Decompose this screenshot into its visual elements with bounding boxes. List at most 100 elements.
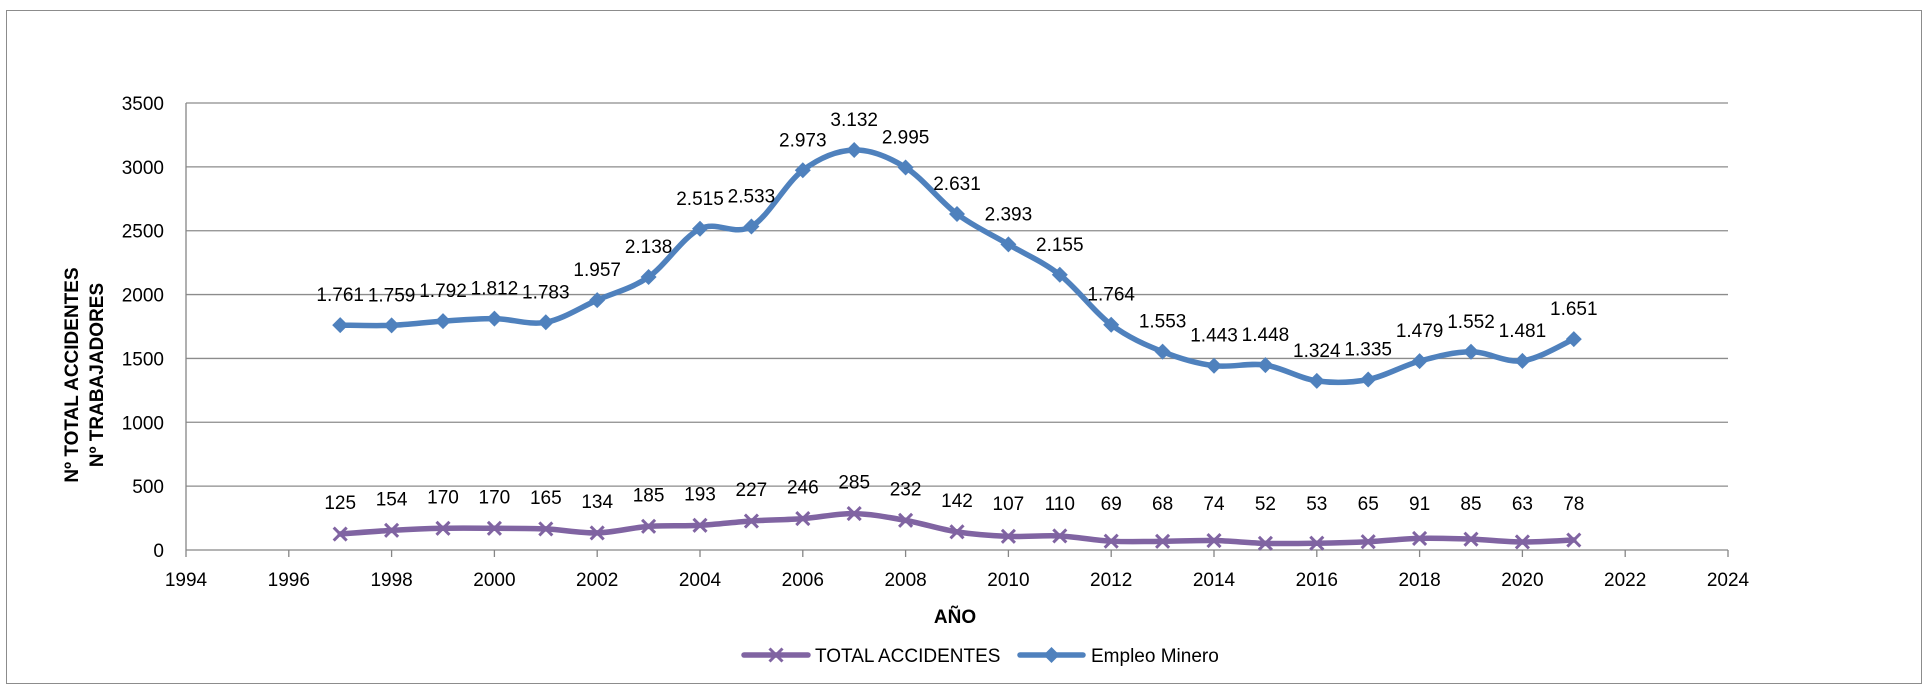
point-empleo — [332, 317, 349, 334]
point-empleo — [1463, 343, 1479, 360]
point-empleo — [1000, 236, 1017, 253]
point-mark — [486, 520, 502, 536]
data-label-empleo: 1.324 — [1293, 341, 1341, 362]
point-mark — [1514, 534, 1530, 550]
data-label-empleo: 1.783 — [522, 282, 570, 303]
point-accidentes — [538, 521, 554, 537]
point-mark — [641, 518, 657, 534]
y-tick-label: 2500 — [122, 222, 164, 243]
point-accidentes — [1463, 531, 1479, 547]
x-axis-title: AÑO — [934, 606, 976, 628]
data-label-empleo: 1.764 — [1087, 285, 1135, 306]
data-label-empleo: 1.448 — [1242, 325, 1290, 346]
data-label-empleo: 1.761 — [316, 285, 364, 306]
x-tick-label: 2024 — [1707, 570, 1750, 591]
data-label-accidentes: 227 — [736, 480, 768, 501]
point-accidentes — [1155, 533, 1171, 549]
point-mark — [1052, 528, 1068, 544]
point-accidentes — [1412, 530, 1428, 546]
point-accidentes — [1206, 532, 1222, 549]
point-mark — [538, 521, 554, 537]
data-label-empleo: 1.443 — [1190, 326, 1238, 347]
point-empleo — [1360, 371, 1377, 388]
x-tick-label: 2010 — [987, 570, 1029, 591]
point-mark — [384, 522, 400, 538]
y-axis: 0 500 1000 1500 2000 2500 3000 3500 — [122, 94, 187, 562]
point-mark — [589, 525, 605, 541]
point-mark — [949, 524, 965, 540]
data-label-accidentes: 185 — [633, 485, 665, 506]
y-tick-label: 2000 — [122, 286, 164, 307]
point-empleo — [640, 268, 657, 285]
point-accidentes — [898, 512, 914, 528]
point-mark — [1412, 530, 1428, 546]
data-label-empleo: 2.515 — [676, 189, 724, 210]
x-tick-label: 2014 — [1193, 570, 1236, 591]
data-label-empleo: 2.533 — [728, 186, 776, 207]
y-tick-label: 500 — [132, 477, 164, 498]
series-line-accidentes — [337, 510, 1577, 547]
x-tick-label: 2012 — [1090, 570, 1132, 591]
data-label-accidentes: 69 — [1101, 494, 1122, 515]
chart-frame — [6, 10, 1922, 684]
data-label-empleo: 1.759 — [368, 285, 416, 306]
point-empleo — [1308, 372, 1325, 389]
series-group — [332, 141, 1582, 551]
point-mark — [1463, 531, 1479, 547]
legend-item-accidentes: TOTAL ACCIDENTES — [741, 646, 1000, 667]
point-empleo — [743, 218, 760, 235]
legend-label: Empleo Minero — [1091, 646, 1219, 667]
point-accidentes — [332, 526, 348, 542]
data-label-empleo: 2.973 — [779, 130, 827, 151]
data-label-empleo: 1.812 — [471, 279, 519, 300]
point-empleo — [949, 205, 965, 222]
point-empleo — [1411, 353, 1428, 370]
data-label-accidentes: 68 — [1152, 494, 1173, 515]
point-accidentes — [1309, 535, 1325, 551]
legend-marker — [1043, 647, 1060, 663]
point-mark — [1257, 535, 1273, 551]
data-label-accidentes: 65 — [1358, 494, 1379, 515]
data-label-empleo: 1.552 — [1447, 312, 1495, 333]
data-label-empleo: 1.335 — [1344, 340, 1392, 361]
point-empleo — [589, 292, 606, 309]
point-accidentes — [1257, 535, 1273, 551]
legend-item-empleo: Empleo Minero — [1017, 646, 1219, 667]
data-label-empleo: 1.792 — [419, 281, 467, 302]
point-mark — [795, 511, 811, 527]
point-accidentes — [795, 511, 811, 527]
x-tick-label: 2022 — [1604, 570, 1646, 591]
x-tick-label: 2020 — [1501, 570, 1543, 591]
point-accidentes — [949, 524, 965, 540]
y-tick-label: 3500 — [122, 94, 164, 115]
point-accidentes — [1052, 528, 1068, 544]
data-label-empleo: 2.138 — [625, 237, 673, 258]
point-accidentes — [692, 517, 708, 533]
data-label-accidentes: 165 — [530, 488, 562, 509]
point-empleo — [435, 313, 451, 330]
data-label-empleo: 2.631 — [933, 174, 981, 195]
y-tick-label: 3000 — [122, 158, 164, 179]
x-tick-label: 1996 — [268, 570, 310, 591]
data-label-empleo: 2.155 — [1036, 235, 1084, 256]
y-axis-title-line-2: Nº TRABAJADORES — [87, 283, 108, 467]
data-label-accidentes: 107 — [993, 494, 1025, 515]
data-label-accidentes: 193 — [684, 484, 716, 505]
point-empleo — [1514, 352, 1531, 369]
point-accidentes — [641, 518, 657, 534]
point-mark — [435, 520, 451, 536]
point-mark — [1000, 528, 1016, 544]
point-empleo — [383, 317, 400, 334]
y-tick-label: 1000 — [122, 413, 164, 434]
legend: TOTAL ACCIDENTES Empleo Minero — [741, 646, 1219, 667]
point-empleo — [794, 162, 811, 179]
y-tick-label: 1500 — [122, 349, 164, 370]
point-empleo — [846, 141, 863, 158]
point-empleo — [1565, 331, 1582, 348]
x-axis: 1994 1996 1998 2000 2002 2004 2006 2008 2010 2012… — [165, 550, 1750, 591]
data-label-accidentes: 78 — [1563, 494, 1584, 515]
data-label-empleo: 1.651 — [1550, 299, 1598, 320]
point-mark — [1103, 533, 1119, 549]
point-empleo — [537, 314, 554, 331]
